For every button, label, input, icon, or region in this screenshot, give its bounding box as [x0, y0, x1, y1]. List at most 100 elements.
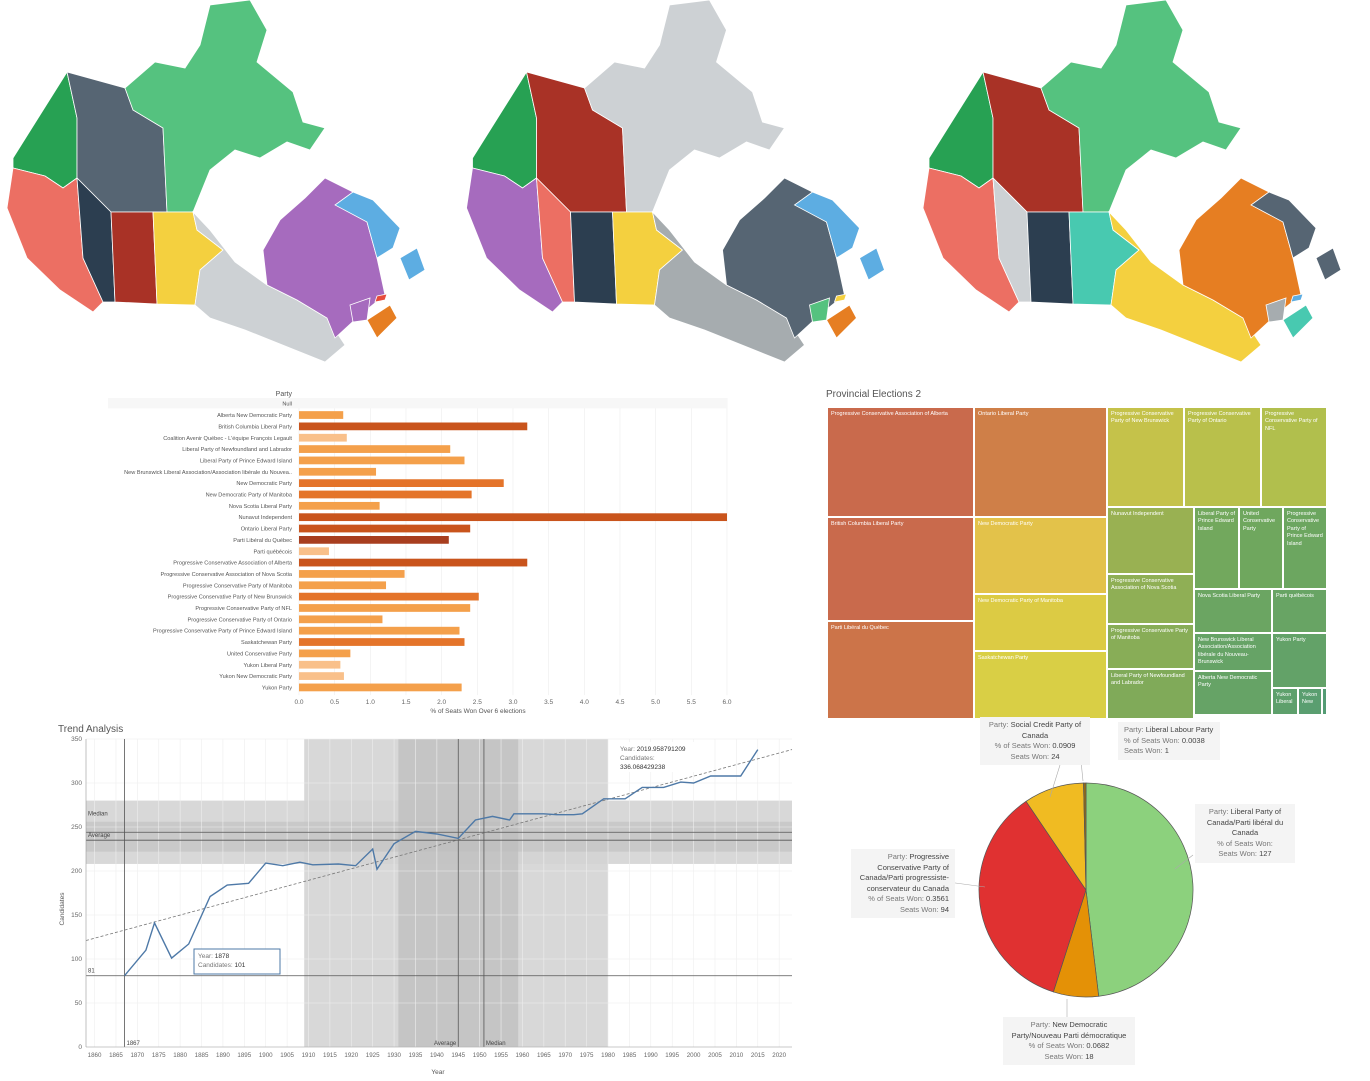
treemap-cell[interactable]: Progressive Conservative Party of Manito… [1107, 624, 1194, 669]
bar[interactable] [299, 490, 472, 499]
bar-category-label: New Democratic Party of Manitoba [206, 493, 293, 499]
x-tick-label: 2.0 [437, 699, 446, 706]
treemap-cell[interactable]: Progressive Conservative Association of … [827, 407, 974, 517]
x-tick-label: 5.5 [687, 699, 696, 706]
treemap-cell-label: New Democratic Party of Manitoba [978, 598, 1063, 604]
map-region-new-brunswick[interactable] [1265, 297, 1287, 323]
bar[interactable] [299, 638, 465, 646]
map-region-prince-edward-island[interactable] [833, 293, 848, 303]
bar[interactable] [299, 422, 528, 431]
map-region-alberta[interactable] [536, 176, 575, 303]
x-tick-label: 3.5 [544, 699, 553, 706]
treemap-cell[interactable]: Yukon New [1298, 688, 1322, 715]
treemap-cell[interactable]: United Conservative Party [1239, 507, 1283, 589]
map-region-nova-scotia[interactable] [1282, 304, 1314, 339]
bar[interactable] [299, 513, 727, 522]
canada-map-3[interactable] [915, 0, 1367, 385]
pie-slice[interactable] [1083, 782, 1087, 891]
bar[interactable] [299, 433, 347, 442]
map-region-nova-scotia[interactable] [366, 304, 398, 339]
bar[interactable] [299, 649, 351, 658]
hover-tooltip: Year: 1878 Candidates: 101 [193, 948, 281, 975]
treemap-cell[interactable]: Liberal Party of Newfoundland and Labrad… [1107, 669, 1194, 719]
trend-analysis-chart[interactable]: Trend Analysis Median Average 81 1867 Averag… [52, 717, 798, 1076]
bar[interactable] [299, 456, 465, 465]
treemap-cell[interactable]: Yukon Party [1272, 633, 1327, 688]
treemap-cell[interactable]: Saskatchewan Party [974, 651, 1107, 719]
map-region-new-brunswick[interactable] [349, 297, 371, 323]
bar[interactable] [299, 445, 451, 453]
map-region-newfoundland-and-labrador[interactable] [334, 191, 426, 281]
bar[interactable] [299, 411, 344, 419]
treemap-cell[interactable]: Nova Scotia Liberal Party [1194, 589, 1272, 633]
bar[interactable] [299, 501, 380, 510]
treemap-cell[interactable]: New Democratic Party [974, 517, 1107, 594]
map-region-ontario[interactable] [1108, 210, 1262, 363]
map-region-quebec[interactable] [722, 177, 845, 339]
map-svg [6, 0, 426, 363]
treemap-cell[interactable]: Progressive Conservative Party of NFL [1261, 407, 1327, 507]
bar[interactable] [299, 660, 341, 669]
bar[interactable] [299, 524, 471, 533]
treemap-cell-label: Progressive Conservative Party of Manito… [1111, 628, 1189, 642]
treemap-cell[interactable]: Ontario Liberal Party [974, 407, 1107, 517]
treemap-cell[interactable] [1322, 688, 1327, 715]
bar[interactable] [299, 547, 329, 556]
candidates-line[interactable] [123, 749, 759, 977]
map-region-nova-scotia[interactable] [825, 304, 857, 339]
map-region-ontario[interactable] [192, 210, 346, 363]
treemap-cell[interactable]: New Democratic Party of Manitoba [974, 594, 1107, 651]
seats-pie-chart[interactable]: Party: Social Credit Party of Canada% of… [845, 717, 1365, 1076]
x-tick-label: 1925 [366, 1052, 380, 1059]
treemap-cell[interactable]: Liberal Party of Prince Edward Island [1194, 507, 1239, 589]
treemap-cell[interactable]: British Columbia Liberal Party [827, 517, 974, 621]
treemap-cell[interactable]: Parti québécois [1272, 589, 1327, 633]
map-region-prince-edward-island[interactable] [374, 293, 388, 303]
bar[interactable] [299, 581, 387, 590]
map-region-alberta[interactable] [76, 176, 116, 303]
bar-category-label: Coalition Avenir Québec - L'équipe Franç… [163, 436, 292, 442]
bar[interactable] [299, 672, 344, 680]
bar[interactable] [299, 536, 449, 544]
provincial-elections-treemap[interactable]: Provincial Elections 2 Progressive Conse… [822, 385, 1334, 719]
bar[interactable] [299, 570, 405, 578]
pie-slice[interactable] [978, 800, 1087, 993]
treemap-cell[interactable]: Progressive Conservative Party of Ontari… [1184, 407, 1261, 507]
map-region-saskatchewan[interactable] [570, 211, 617, 305]
map-region-saskatchewan[interactable] [110, 211, 158, 305]
map-region-new-brunswick[interactable] [809, 297, 830, 323]
canada-map-2[interactable] [462, 0, 907, 385]
treemap-cell[interactable]: Nunavut Independent [1107, 507, 1194, 574]
bar[interactable] [299, 626, 460, 635]
map-region-quebec[interactable] [1178, 177, 1302, 339]
map-region-ontario[interactable] [651, 210, 806, 363]
treemap-cell[interactable]: Progressive Conservative Association of … [1107, 574, 1194, 624]
bar[interactable] [299, 467, 377, 476]
bar[interactable] [299, 592, 479, 601]
map-region-prince-edward-island[interactable] [1290, 293, 1304, 303]
map-region-quebec[interactable] [262, 177, 386, 339]
bar[interactable] [299, 683, 462, 692]
bar[interactable] [299, 615, 383, 624]
x-tick-label: 0.5 [330, 699, 339, 706]
map-region-newfoundland-and-labrador[interactable] [793, 191, 885, 281]
map-region-saskatchewan[interactable] [1026, 211, 1074, 305]
seats-bar-chart[interactable]: Party Null Alberta New Democratic Party Br… [100, 385, 740, 715]
treemap-cell[interactable]: New Brunswick Liberal Association/Associ… [1194, 633, 1272, 671]
average-label: Average [88, 833, 111, 839]
bar[interactable] [299, 479, 504, 487]
bar[interactable] [299, 604, 471, 612]
map-region-newfoundland-and-labrador[interactable] [1250, 191, 1342, 281]
x-tick-label: 5.0 [651, 699, 660, 706]
treemap-cell-label: Progressive Conservative Party of Prince… [1287, 511, 1323, 547]
bar[interactable] [299, 558, 528, 567]
treemap-cell[interactable]: Alberta New Democratic Party [1194, 671, 1272, 715]
treemap-cell-label: Progressive Conservative Party of NFL [1265, 411, 1318, 432]
treemap-cell[interactable]: Progressive Conservative Party of New Br… [1107, 407, 1184, 507]
pie-slice[interactable] [1085, 782, 1194, 997]
treemap-cell[interactable]: Progressive Conservative Party of Prince… [1283, 507, 1327, 589]
treemap-cell[interactable]: Yukon Liberal [1272, 688, 1298, 715]
canada-map-1[interactable] [5, 0, 445, 385]
treemap-cell[interactable]: Parti Libéral du Québec [827, 621, 974, 719]
map-region-alberta[interactable] [992, 176, 1032, 303]
